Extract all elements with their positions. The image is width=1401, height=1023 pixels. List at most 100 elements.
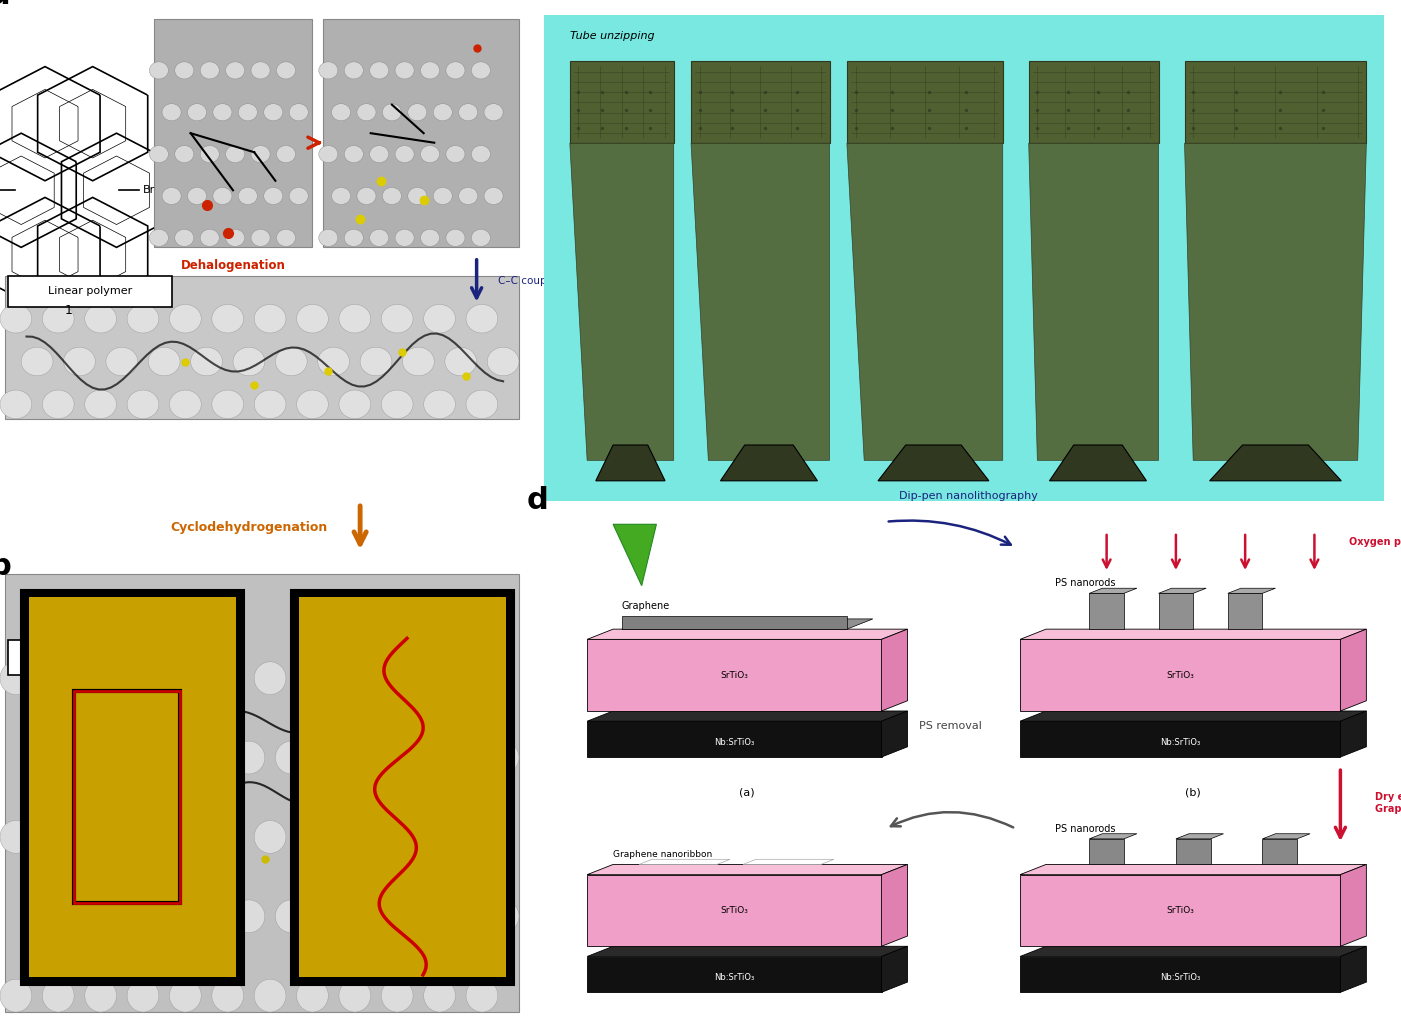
Polygon shape xyxy=(1090,839,1124,864)
Circle shape xyxy=(175,61,193,79)
Text: (b): (b) xyxy=(1185,788,1201,798)
Circle shape xyxy=(254,979,286,1012)
Polygon shape xyxy=(1049,445,1146,481)
Polygon shape xyxy=(1028,61,1159,143)
Circle shape xyxy=(433,103,453,121)
Circle shape xyxy=(170,662,202,695)
FancyBboxPatch shape xyxy=(544,15,1384,501)
Circle shape xyxy=(0,305,32,333)
Circle shape xyxy=(150,229,168,247)
Circle shape xyxy=(408,187,427,205)
Polygon shape xyxy=(1227,588,1275,593)
Polygon shape xyxy=(846,143,1003,460)
Polygon shape xyxy=(691,143,829,460)
Circle shape xyxy=(226,61,245,79)
Text: Nb:SrTiO₃: Nb:SrTiO₃ xyxy=(1160,974,1201,982)
Circle shape xyxy=(21,741,53,774)
Circle shape xyxy=(402,741,434,774)
Circle shape xyxy=(42,820,74,853)
Circle shape xyxy=(276,347,307,375)
Circle shape xyxy=(318,347,349,375)
Polygon shape xyxy=(1175,839,1210,864)
Circle shape xyxy=(297,820,328,853)
Circle shape xyxy=(212,662,244,695)
Circle shape xyxy=(467,662,497,695)
Polygon shape xyxy=(1175,834,1223,839)
Text: d: d xyxy=(527,486,548,515)
Text: C–C coupling: C–C coupling xyxy=(497,275,566,285)
Circle shape xyxy=(381,662,413,695)
Circle shape xyxy=(191,900,223,933)
Polygon shape xyxy=(1090,834,1138,839)
Circle shape xyxy=(402,347,434,375)
Circle shape xyxy=(446,61,465,79)
Circle shape xyxy=(381,390,413,418)
Circle shape xyxy=(381,305,413,333)
FancyBboxPatch shape xyxy=(291,590,514,984)
Circle shape xyxy=(263,103,283,121)
Circle shape xyxy=(149,741,181,774)
Polygon shape xyxy=(587,639,881,711)
Circle shape xyxy=(170,390,202,418)
Polygon shape xyxy=(1020,946,1366,957)
FancyBboxPatch shape xyxy=(29,597,235,977)
Circle shape xyxy=(238,103,258,121)
Polygon shape xyxy=(846,61,1003,143)
Text: Linear polymer: Linear polymer xyxy=(48,286,132,296)
Circle shape xyxy=(420,145,440,163)
Text: Nb:SrTiO₃: Nb:SrTiO₃ xyxy=(715,974,755,982)
Circle shape xyxy=(339,820,371,853)
Polygon shape xyxy=(622,616,846,629)
Circle shape xyxy=(163,187,181,205)
Circle shape xyxy=(226,145,245,163)
Circle shape xyxy=(276,229,296,247)
Polygon shape xyxy=(639,859,730,864)
Polygon shape xyxy=(1227,593,1262,629)
Circle shape xyxy=(63,900,95,933)
Text: Dehalogenation: Dehalogenation xyxy=(181,259,286,272)
Circle shape xyxy=(42,390,74,418)
Text: PS nanorods: PS nanorods xyxy=(1055,824,1115,834)
Polygon shape xyxy=(1262,839,1297,864)
Circle shape xyxy=(191,741,223,774)
Circle shape xyxy=(408,103,427,121)
FancyBboxPatch shape xyxy=(154,19,312,248)
Circle shape xyxy=(483,187,503,205)
Circle shape xyxy=(395,145,415,163)
Text: Nb:SrTiO₃: Nb:SrTiO₃ xyxy=(1160,739,1201,747)
Circle shape xyxy=(84,305,116,333)
Circle shape xyxy=(254,390,286,418)
Text: PS removal: PS removal xyxy=(919,721,982,731)
Polygon shape xyxy=(595,445,665,481)
Circle shape xyxy=(149,900,181,933)
Circle shape xyxy=(21,347,53,375)
Text: SrTiO₃: SrTiO₃ xyxy=(720,671,748,679)
Circle shape xyxy=(381,820,413,853)
Polygon shape xyxy=(1209,445,1341,481)
Polygon shape xyxy=(587,711,908,721)
Circle shape xyxy=(127,305,158,333)
Circle shape xyxy=(446,229,465,247)
Text: Graphene: Graphene xyxy=(622,602,670,611)
Circle shape xyxy=(106,900,137,933)
FancyBboxPatch shape xyxy=(8,276,172,307)
Text: SrTiO₃: SrTiO₃ xyxy=(1166,671,1194,679)
Polygon shape xyxy=(1184,143,1366,460)
Circle shape xyxy=(446,347,476,375)
Circle shape xyxy=(345,61,363,79)
Polygon shape xyxy=(614,524,657,585)
Polygon shape xyxy=(1028,143,1159,460)
Circle shape xyxy=(106,741,137,774)
Circle shape xyxy=(188,187,206,205)
Text: Graphene nanoribbon: Graphene nanoribbon xyxy=(48,653,170,663)
Circle shape xyxy=(423,305,455,333)
Text: c: c xyxy=(527,0,545,3)
Polygon shape xyxy=(1159,593,1194,629)
Text: 1: 1 xyxy=(64,305,73,317)
Text: SrTiO₃: SrTiO₃ xyxy=(720,906,748,915)
Circle shape xyxy=(0,820,32,853)
Circle shape xyxy=(319,61,338,79)
Circle shape xyxy=(188,103,206,121)
Circle shape xyxy=(254,305,286,333)
Circle shape xyxy=(370,229,388,247)
